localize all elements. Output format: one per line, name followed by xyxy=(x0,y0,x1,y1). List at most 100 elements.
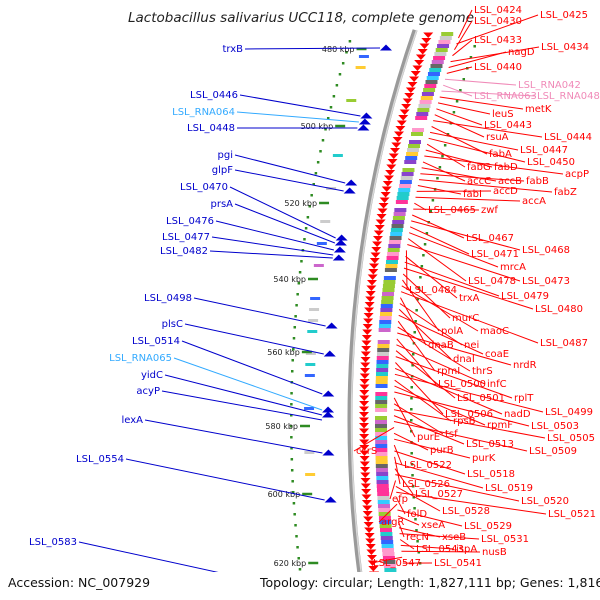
leader-line xyxy=(396,338,437,385)
gene-label: rpmF xyxy=(487,420,513,431)
gene-label: xseB xyxy=(442,532,466,543)
forward-gene-arrow xyxy=(359,456,370,462)
leader-line xyxy=(402,279,440,332)
cog-category-block xyxy=(378,336,391,340)
kbp-tick-label: 600 kbp xyxy=(268,490,301,499)
leader-line xyxy=(404,261,500,297)
gc-track-dot xyxy=(425,232,429,235)
forward-gene-arrow xyxy=(361,489,372,495)
forward-gene-arrow xyxy=(359,401,370,407)
cog-category-block xyxy=(382,552,395,556)
cog-category-block xyxy=(402,168,415,172)
cog-category-block xyxy=(376,368,389,372)
gc-track-dot xyxy=(308,205,311,208)
gene-label: LSL_0482 xyxy=(160,246,208,257)
cog-category-block xyxy=(378,328,391,332)
cog-category-block xyxy=(385,264,398,268)
gene-label: LSL_0520 xyxy=(521,496,569,507)
cog-category-block xyxy=(375,412,388,416)
gene-label: LSL_0522 xyxy=(404,460,452,471)
gc-track-dot xyxy=(290,425,293,428)
gene-label: LSL_RNA048 xyxy=(537,91,600,102)
reverse-cog-block xyxy=(355,66,366,69)
cog-category-block xyxy=(375,464,388,468)
cog-category-block xyxy=(375,460,388,464)
forward-gene-arrow xyxy=(366,549,377,555)
gene-label: LSL_0471 xyxy=(471,249,519,260)
gc-track-dot xyxy=(294,315,297,318)
gc-track-dot xyxy=(312,183,315,186)
forward-gene-arrow xyxy=(360,368,371,374)
cog-category-block xyxy=(375,456,388,460)
leader-line xyxy=(393,421,528,452)
gene-label: acyP xyxy=(136,386,160,397)
gene-label: polA xyxy=(441,326,463,337)
cog-category-block xyxy=(441,32,454,36)
cog-category-block xyxy=(411,132,423,136)
gene-label: fabA xyxy=(489,149,512,160)
leader-line xyxy=(400,544,455,550)
gene-label: LSL_0425 xyxy=(540,10,588,21)
gc-track-dot xyxy=(292,348,295,351)
cog-category-block xyxy=(414,120,427,124)
leader-line xyxy=(181,340,323,395)
forward-gene-arrow xyxy=(388,153,399,159)
reverse-cog-block xyxy=(305,363,316,366)
gene-label: rpmI xyxy=(437,366,460,377)
cog-category-block xyxy=(379,316,392,320)
cog-category-block xyxy=(375,436,388,440)
cog-category-block xyxy=(405,156,418,160)
gene-label: LSL_0477 xyxy=(162,232,210,243)
gc-track-dot xyxy=(335,84,339,87)
gene-label: pgi xyxy=(218,150,233,161)
gene-label: mrcA xyxy=(500,262,526,273)
reverse-gene-arrow xyxy=(322,390,335,397)
leader-line xyxy=(428,137,526,163)
leader-line xyxy=(433,120,543,138)
gc-track-dot xyxy=(423,243,427,246)
gc-track-dot xyxy=(348,40,352,43)
cog-category-block xyxy=(375,408,388,412)
leader-line xyxy=(395,356,513,399)
gene-label: zwf xyxy=(481,205,498,216)
gc-track-dot xyxy=(290,414,293,417)
leader-line xyxy=(397,509,463,527)
cog-category-block xyxy=(377,344,390,348)
gene-label: LSL_0473 xyxy=(522,276,570,287)
forward-gene-arrow xyxy=(417,49,428,55)
gc-track-dot xyxy=(290,469,294,472)
cog-category-block xyxy=(376,484,389,488)
cog-category-block xyxy=(375,384,388,388)
gc-track-dot xyxy=(290,370,294,373)
gc-track-dot xyxy=(329,106,333,109)
forward-gene-arrow xyxy=(383,175,394,181)
gc-track-dot xyxy=(419,276,422,279)
forward-gene-arrow xyxy=(409,76,420,82)
gc-track-dot xyxy=(441,155,444,158)
gc-track-dot xyxy=(291,480,294,483)
gene-label: trxA xyxy=(459,293,480,304)
gc-track-dot xyxy=(291,359,294,362)
cog-category-block xyxy=(383,280,396,284)
cog-category-block xyxy=(376,476,389,480)
cog-category-block xyxy=(390,232,403,236)
topology-info-text: Topology: circular; Length: 1,827,111 bp… xyxy=(259,575,600,590)
gene-label: LSL_RNA065 xyxy=(109,353,172,364)
cog-category-block xyxy=(375,376,388,380)
cog-category-block xyxy=(423,88,436,92)
gc-track-dot xyxy=(293,326,297,329)
leader-line xyxy=(443,84,473,97)
cog-category-block xyxy=(378,508,391,512)
cog-category-block xyxy=(394,208,407,212)
leader-line xyxy=(394,450,466,475)
cog-category-block xyxy=(375,420,387,424)
gc-track-dot xyxy=(410,419,413,422)
forward-gene-arrow xyxy=(405,87,416,93)
gene-label: glpF xyxy=(212,165,233,176)
gene-label: leuS xyxy=(492,109,514,120)
gene-label: nei xyxy=(464,340,479,351)
gene-label: LSL_0434 xyxy=(541,42,589,53)
cog-category-block xyxy=(426,76,439,80)
forward-gene-arrow xyxy=(373,230,384,236)
